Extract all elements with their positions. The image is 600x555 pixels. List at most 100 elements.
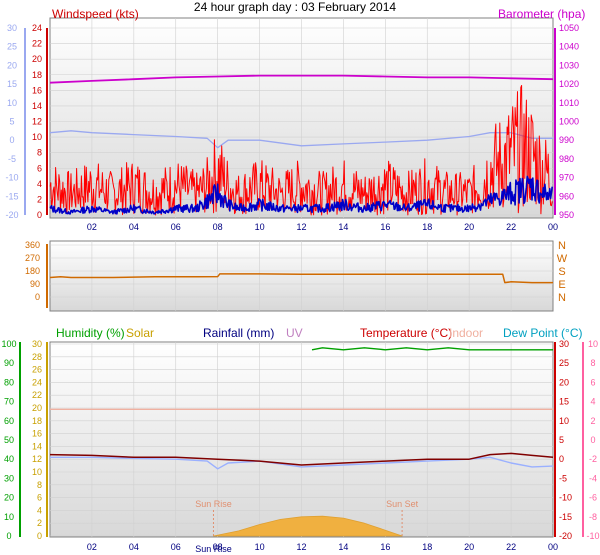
wind-time-tick: 10: [255, 222, 265, 232]
temperature-tick: 5: [559, 435, 564, 445]
wind-time-tick: 18: [422, 222, 432, 232]
windspeed-tick: 14: [32, 101, 42, 111]
solar-tick: 24: [32, 377, 42, 387]
direction-tick: 180: [25, 266, 40, 276]
humidity-tick: 30: [4, 473, 14, 483]
direction-tick: 360: [25, 240, 40, 250]
outer-scale-tick: -15: [5, 191, 18, 201]
solar-tick: 20: [32, 403, 42, 413]
barometer-tick: 980: [559, 154, 574, 164]
outer-scale-tick: 20: [7, 60, 17, 70]
solar-tick: 28: [32, 352, 42, 362]
wind-time-tick: 06: [171, 222, 181, 232]
humidity-tick: 90: [4, 358, 14, 368]
barometer-tick: 990: [559, 135, 574, 145]
temperature-tick: -20: [559, 531, 572, 541]
outer-scale-tick: 5: [9, 117, 14, 127]
wind-time-tick: 02: [87, 222, 97, 232]
temperature-tick: 15: [559, 397, 569, 407]
humidity-tick: 40: [4, 454, 14, 464]
windspeed-tick: 0: [37, 210, 42, 220]
outer-scale-tick: 0: [9, 135, 14, 145]
wind-time-tick: 16: [380, 222, 390, 232]
outer-scale-tick: 10: [7, 98, 17, 108]
wind-time-tick: 20: [464, 222, 474, 232]
solar-tick: 16: [32, 429, 42, 439]
barometer-tick: 1050: [559, 23, 579, 33]
windspeed-tick: 6: [37, 163, 42, 173]
direction-tick: 0: [35, 292, 40, 302]
dew-point-line: [50, 456, 554, 470]
sunset-label: Sun Set: [386, 499, 419, 509]
wind-time-tick: 00: [548, 222, 558, 232]
outer-scale-tick: 15: [7, 79, 17, 89]
legend-entry: Dew Point (°C): [503, 326, 582, 340]
temperature-tick: -15: [559, 512, 572, 522]
sunrise-time-label: Sun Rise: [195, 544, 232, 554]
temperature-legend: Humidity (%) Solar Rainfall (mm) UV Temperat…: [56, 326, 582, 340]
windspeed-tick: 18: [32, 70, 42, 80]
humidity-tick: 80: [4, 377, 14, 387]
temperature-series: Sun Rise Sun Set Sun Rise: [49, 347, 554, 554]
temperature-time-tick: 18: [422, 542, 432, 552]
humidity-line: [311, 347, 553, 351]
chart-title: 24 hour graph day : 03 February 2014: [194, 0, 396, 14]
temperature-tick: 10: [559, 416, 569, 426]
windspeed-tick: 22: [32, 39, 42, 49]
outer-scale-tick: -5: [8, 154, 16, 164]
temperature-tick: 20: [559, 377, 569, 387]
barometer-tick: 1020: [559, 79, 579, 89]
temperature-line: [49, 452, 554, 466]
dewpoint-outer-tick: 6: [590, 377, 595, 387]
windspeed-tick: 12: [32, 117, 42, 127]
temperature-grid: [50, 342, 553, 537]
solar-tick: 14: [32, 441, 42, 451]
direction-series: [49, 273, 553, 284]
compass-label: S: [558, 266, 565, 278]
outer-scale-tick: 25: [7, 42, 17, 52]
solar-tick: 22: [32, 390, 42, 400]
wind-time-tick: 08: [213, 222, 223, 232]
solar-tick: 8: [37, 480, 42, 490]
temperature-time-tick: 04: [129, 542, 139, 552]
barometer-tick: 1010: [559, 98, 579, 108]
temperature-time-tick: 16: [380, 542, 390, 552]
solar-tick: 18: [32, 416, 42, 426]
temperature-tick: 25: [559, 358, 569, 368]
wind-average-line: [49, 175, 553, 215]
humidity-tick: 70: [4, 397, 14, 407]
temperature-time-tick: 12: [296, 542, 306, 552]
outer-scale-tick: 30: [7, 23, 17, 33]
direction-grid: [50, 241, 553, 311]
compass-label: E: [558, 279, 565, 291]
humidity-tick: 50: [4, 435, 14, 445]
legend-entry: Indoor: [449, 326, 483, 340]
wind-ticks: 302520151050-5-10-15-2024222018161412108…: [5, 23, 579, 232]
dewpoint-outer-tick: 10: [588, 339, 598, 349]
dewpoint-outer-tick: 0: [590, 435, 595, 445]
humidity-tick: 10: [4, 512, 14, 522]
windspeed-tick: 20: [32, 54, 42, 64]
temperature-tick: 30: [559, 339, 569, 349]
legend-entry: Humidity (%): [56, 326, 125, 340]
dewpoint-outer-tick: -6: [589, 493, 597, 503]
dewpoint-outer-tick: 2: [590, 416, 595, 426]
direction-tick: 90: [30, 279, 40, 289]
outer-scale-tick: -20: [5, 210, 18, 220]
barometer-tick: 970: [559, 173, 574, 183]
windspeed-tick: 24: [32, 23, 42, 33]
solar-tick: 10: [32, 467, 42, 477]
solar-area: [213, 515, 403, 537]
temperature-tick: -10: [559, 493, 572, 503]
temperature-time-tick: 10: [255, 542, 265, 552]
barometer-tick: 960: [559, 191, 574, 201]
dewpoint-outer-tick: -2: [589, 454, 597, 464]
wind-time-tick: 12: [296, 222, 306, 232]
temperature-tick: -5: [559, 473, 567, 483]
windspeed-tick: 4: [37, 179, 42, 189]
wind-time-tick: 14: [338, 222, 348, 232]
dewpoint-outer-tick: -10: [586, 531, 599, 541]
temp-scale-line: [49, 130, 553, 149]
wind-series: [49, 74, 554, 216]
